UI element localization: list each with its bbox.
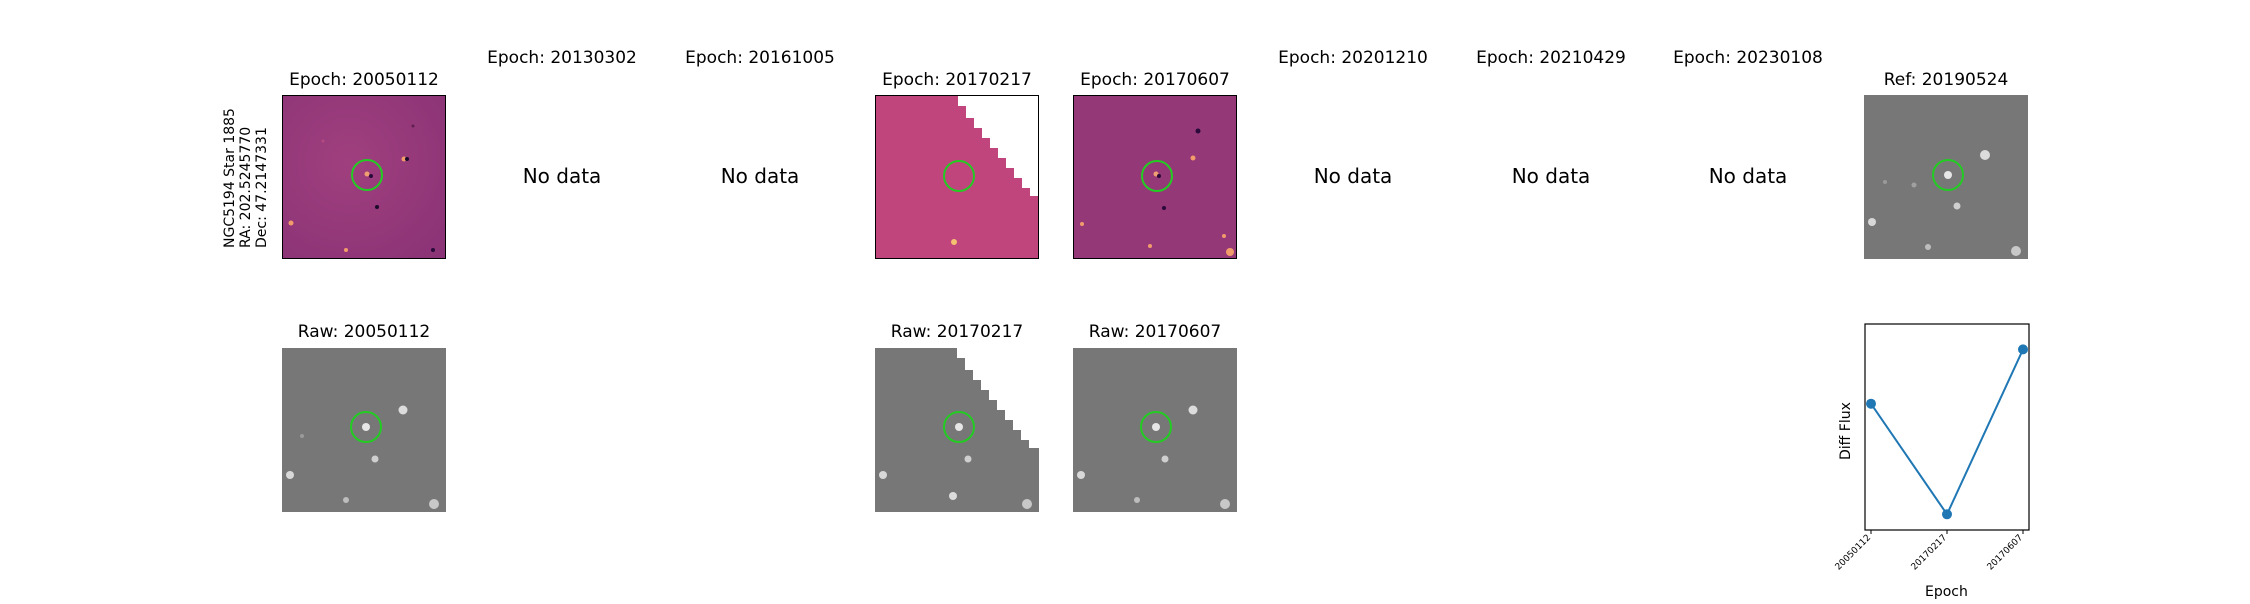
data-point <box>1866 398 1876 409</box>
diff-image-20170607 <box>1073 95 1237 259</box>
raw-title-5: Raw: 20170607 <box>1088 322 1222 342</box>
epoch-title-1: Epoch: 20050112 <box>289 70 439 90</box>
ref-image-20190524 <box>1864 95 2028 259</box>
diff-flux-chart: 20050112 20170217 20170607 <box>1830 320 2050 600</box>
epoch-title-4: Epoch: 20170217 <box>882 70 1032 90</box>
raw-image-2-svg <box>1073 348 1237 512</box>
raw-image-20170217 <box>875 348 1039 512</box>
x-tick-label: 20050112 <box>1834 533 1873 572</box>
ref-image-svg <box>1864 95 2028 259</box>
no-data-20230108: No data <box>1708 164 1788 188</box>
diff-image-2-svg <box>1074 96 1236 258</box>
x-axis-label: Epoch <box>1925 584 1968 600</box>
plot-frame <box>1864 323 2030 531</box>
diff-image-20050112 <box>282 95 446 259</box>
epoch-title-7: Epoch: 20210429 <box>1476 48 1626 68</box>
x-tick-label: 20170607 <box>1986 533 2025 572</box>
epoch-title-5: Epoch: 20170607 <box>1080 70 1230 90</box>
data-point <box>2018 344 2028 355</box>
diff-image-20170217 <box>875 95 1039 259</box>
no-data-20130302: No data <box>522 164 602 188</box>
raw-title-4: Raw: 20170217 <box>890 322 1024 342</box>
raw-image-svg <box>282 348 446 512</box>
epoch-title-2: Epoch: 20130302 <box>487 48 637 68</box>
target-dec: Dec: 47.2147331 <box>254 127 270 248</box>
epoch-title-3: Epoch: 20161005 <box>685 48 835 68</box>
diff-image-svg <box>283 96 445 258</box>
target-ra: RA: 202.5245770 <box>238 126 254 248</box>
x-tick-label: 20170217 <box>1910 533 1949 572</box>
epoch-title-6: Epoch: 20201210 <box>1278 48 1428 68</box>
diff-flux-chart-svg: 20050112 20170217 20170607 <box>1834 323 2030 573</box>
target-label: NGC5194 Star 1885 RA: 202.5245770 Dec: 4… <box>222 108 270 248</box>
epoch-title-8: Epoch: 20230108 <box>1673 48 1823 68</box>
no-data-20161005: No data <box>720 164 800 188</box>
no-data-20201210: No data <box>1313 164 1393 188</box>
no-data-20210429: No data <box>1511 164 1591 188</box>
ref-title: Ref: 20190524 <box>1883 70 2009 90</box>
target-name: NGC5194 Star 1885 <box>222 108 238 248</box>
y-axis-label: Diff Flux <box>1838 402 1854 460</box>
diff-image-edge-svg <box>876 96 1038 258</box>
raw-image-20170607 <box>1073 348 1237 512</box>
raw-image-edge-svg <box>875 348 1039 512</box>
series-line <box>1870 348 2024 517</box>
raw-title-1: Raw: 20050112 <box>297 322 431 342</box>
data-point <box>1942 509 1952 520</box>
raw-image-20050112 <box>282 348 446 512</box>
